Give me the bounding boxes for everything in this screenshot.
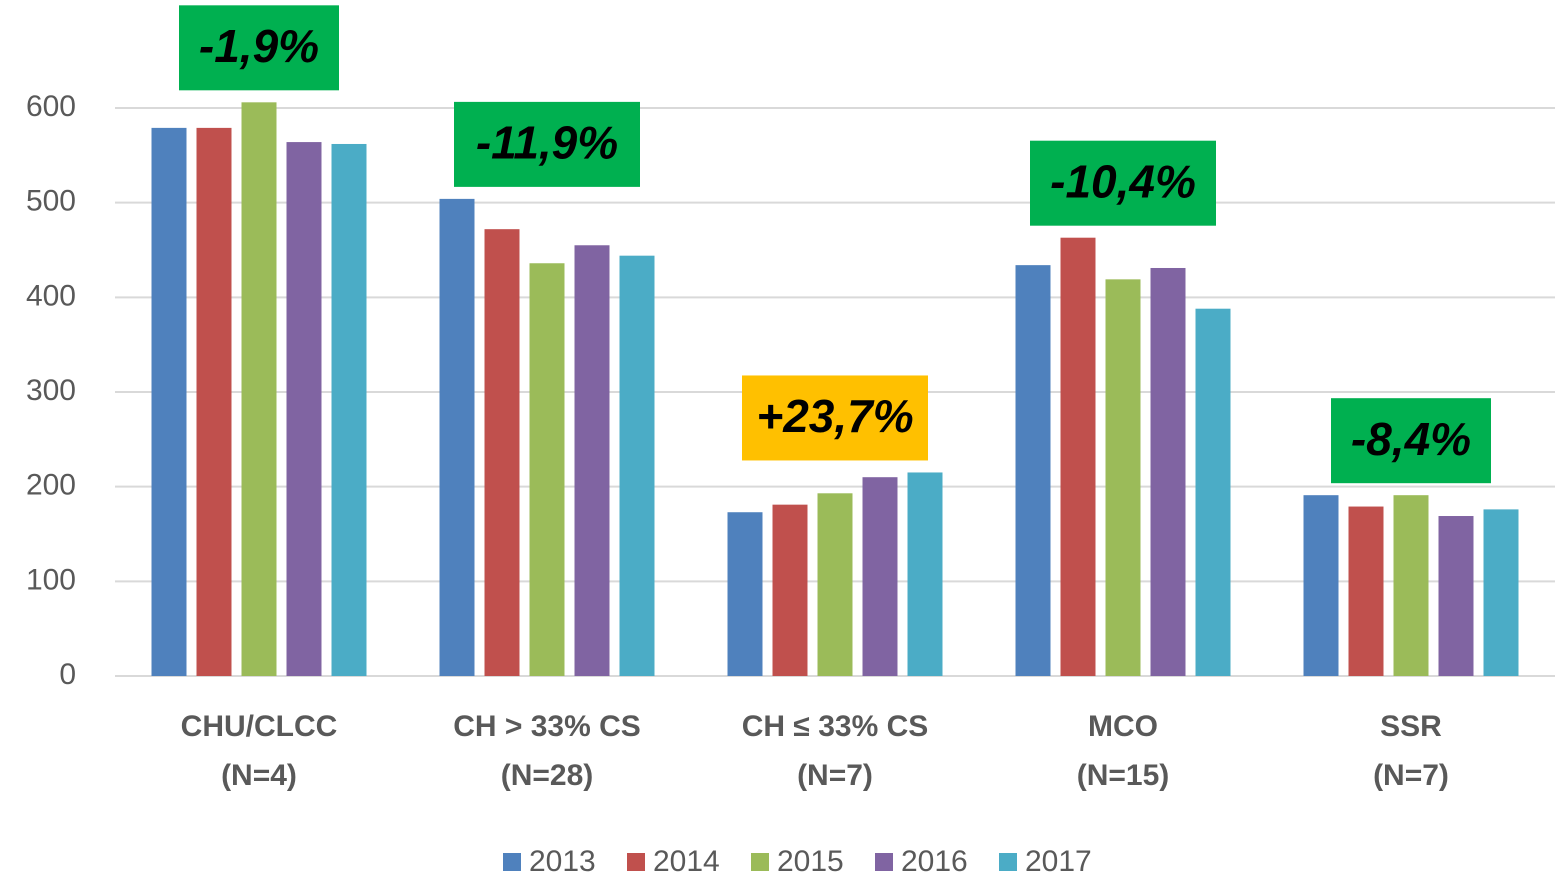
- x-tick-label: (N=15): [1077, 759, 1170, 792]
- annotation: -11,9%: [476, 117, 618, 169]
- x-tick-label: CH ≤ 33% CS: [742, 710, 929, 743]
- bar: [1438, 516, 1474, 676]
- bar: [1348, 506, 1384, 676]
- bar: [439, 198, 475, 676]
- legend-swatch: [875, 853, 893, 871]
- y-tick-label: 200: [26, 469, 76, 502]
- annotation-box: [742, 375, 928, 461]
- y-tick-label: 400: [26, 279, 76, 312]
- bar: [241, 102, 277, 676]
- bar: [1060, 237, 1096, 676]
- bar: [1393, 495, 1429, 676]
- annotation: -8,4%: [1351, 413, 1471, 465]
- x-tick-label: MCO: [1088, 710, 1158, 743]
- legend-swatch: [627, 853, 645, 871]
- legend-swatch: [751, 853, 769, 871]
- bar: [151, 127, 187, 676]
- bar: [196, 127, 232, 676]
- bar: [1195, 308, 1231, 676]
- annotation-box: [454, 101, 640, 187]
- legend-swatch: [503, 853, 521, 871]
- x-tick-label: (N=7): [797, 759, 873, 792]
- bar: [331, 143, 367, 676]
- bar: [574, 245, 610, 676]
- legend-label: 2016: [901, 845, 968, 878]
- y-tick-label: 0: [59, 658, 76, 691]
- annotation: -10,4%: [1050, 155, 1196, 207]
- bar: [1150, 267, 1186, 676]
- x-tick-label: (N=4): [221, 759, 297, 792]
- bar: [484, 229, 520, 676]
- x-tick-label: (N=7): [1373, 759, 1449, 792]
- y-tick-label: 500: [26, 185, 76, 218]
- bar: [727, 512, 763, 676]
- legend-label: 2017: [1025, 845, 1092, 878]
- bar: [1105, 279, 1141, 676]
- x-tick-label: (N=28): [501, 759, 594, 792]
- y-tick-label: 100: [26, 563, 76, 596]
- bar: [1015, 265, 1051, 676]
- annotation-box: [1331, 398, 1491, 484]
- x-tick-label: SSR: [1380, 710, 1442, 743]
- bar: [619, 255, 655, 676]
- bar: [817, 493, 853, 676]
- bar: [907, 472, 943, 676]
- bar: [286, 142, 322, 676]
- bar: [862, 477, 898, 676]
- x-tick-label: CHU/CLCC: [181, 710, 338, 743]
- x-tick-label: CH > 33% CS: [453, 710, 641, 743]
- legend-swatch: [999, 853, 1017, 871]
- y-tick-label: 600: [26, 90, 76, 123]
- legend-label: 2014: [653, 845, 720, 878]
- annotation: +23,7%: [756, 390, 913, 442]
- annotation-box: [1030, 140, 1216, 226]
- bar: [772, 504, 808, 676]
- y-tick-label: 300: [26, 374, 76, 407]
- bar: [529, 263, 565, 676]
- annotation: -1,9%: [199, 20, 319, 72]
- legend-label: 2015: [777, 845, 844, 878]
- bar: [1483, 509, 1519, 676]
- annotation-box: [179, 5, 339, 91]
- legend-label: 2013: [529, 845, 596, 878]
- bar: [1303, 495, 1339, 676]
